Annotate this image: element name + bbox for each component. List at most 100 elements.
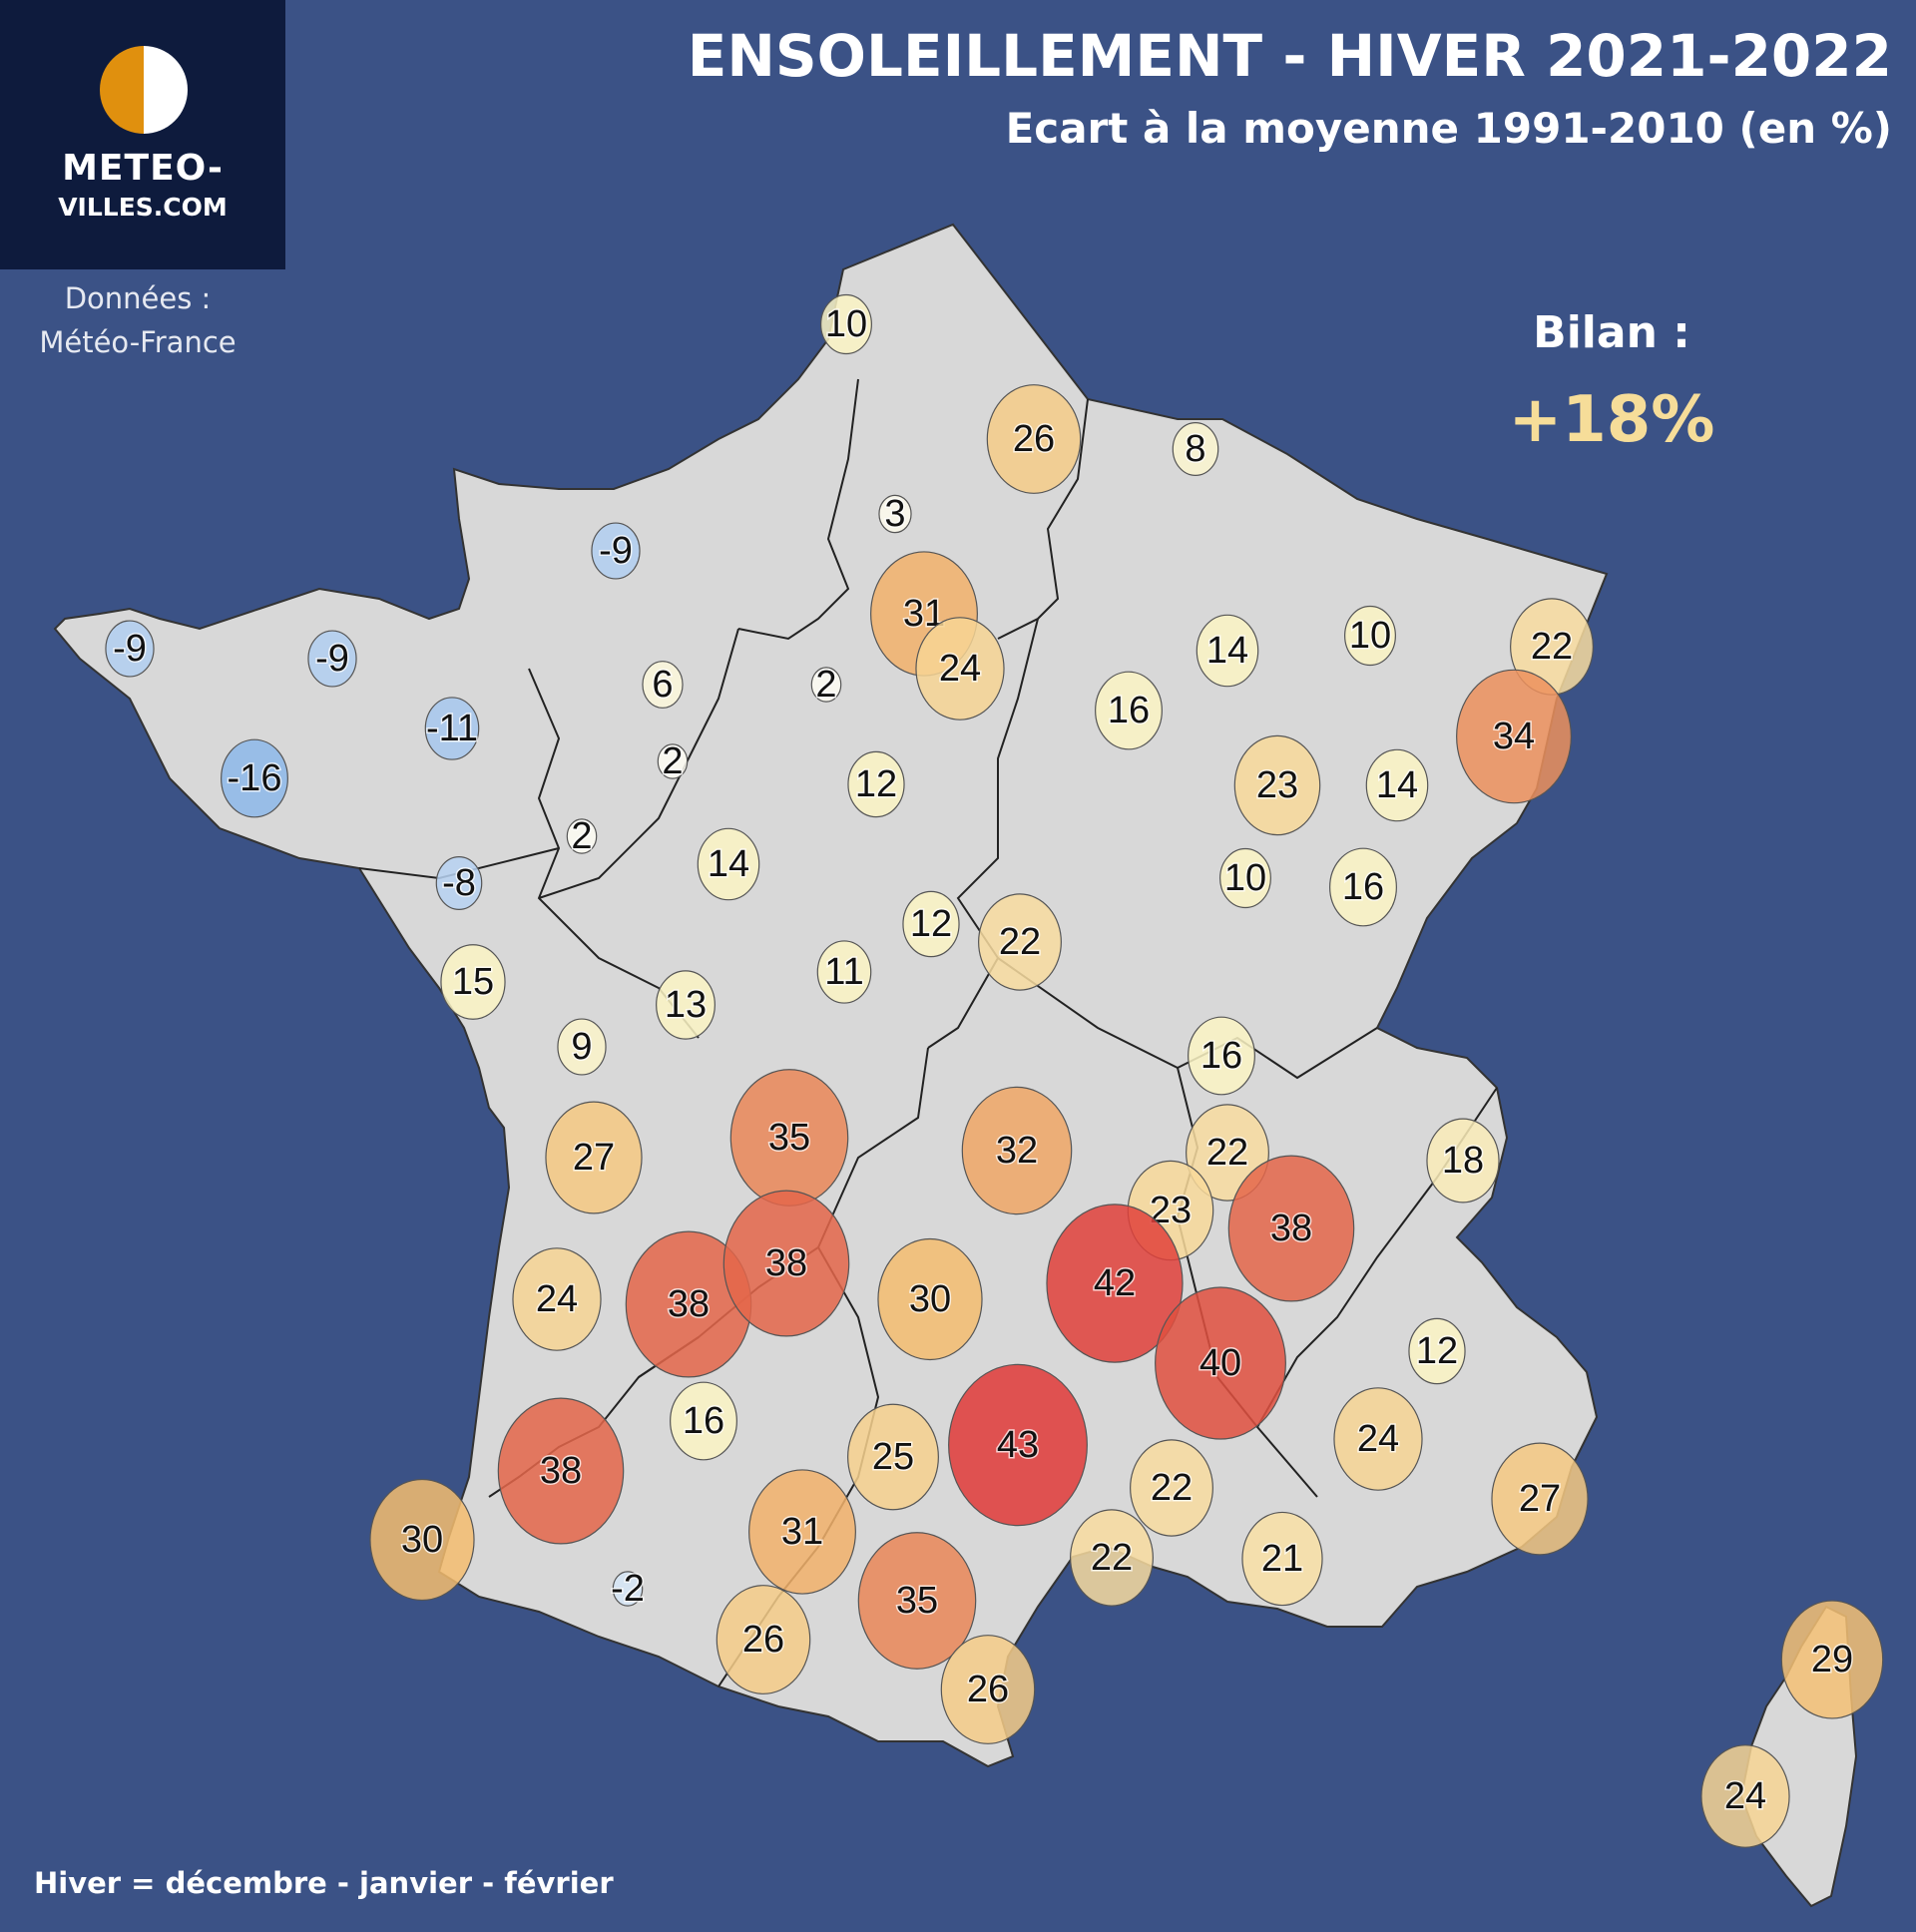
station-marker: -9 bbox=[591, 522, 641, 580]
station-bubble bbox=[940, 1635, 1036, 1744]
station-value: 22 bbox=[999, 921, 1041, 963]
station-value: -9 bbox=[315, 638, 349, 680]
station-value: 43 bbox=[997, 1424, 1039, 1466]
station-marker: 38 bbox=[722, 1190, 850, 1337]
station-value: 24 bbox=[536, 1278, 578, 1320]
station-value: 8 bbox=[1185, 428, 1205, 470]
station-marker: 10 bbox=[1344, 605, 1396, 667]
page-title: ENSOLEILLEMENT - HIVER 2021-2022 bbox=[687, 22, 1892, 90]
logo-line-1: METEO- bbox=[62, 148, 224, 189]
station-value: 11 bbox=[824, 951, 863, 993]
station-bubble bbox=[948, 1363, 1088, 1527]
station-bubble bbox=[656, 970, 716, 1040]
station-marker: 6 bbox=[642, 661, 684, 709]
footer-note: Hiver = décembre - janvier - février bbox=[34, 1866, 614, 1900]
station-marker: 3 bbox=[878, 492, 912, 537]
station-marker: 10 bbox=[820, 293, 872, 355]
station-bubble bbox=[440, 944, 506, 1020]
station-value: 30 bbox=[909, 1278, 951, 1320]
station-bubble bbox=[986, 384, 1082, 494]
station-value: 35 bbox=[896, 1580, 938, 1622]
station-bubble bbox=[1155, 1286, 1286, 1440]
station-value: 3 bbox=[884, 493, 905, 535]
station-bubble bbox=[1188, 1016, 1255, 1096]
station-bubble bbox=[1456, 669, 1572, 804]
station-marker: 15 bbox=[440, 944, 506, 1020]
station-bubble bbox=[820, 293, 872, 355]
station-bubble bbox=[1070, 1509, 1154, 1607]
station-marker: 23 bbox=[1127, 1160, 1214, 1261]
station-bubble bbox=[816, 940, 872, 1004]
station-value: 16 bbox=[1342, 866, 1384, 908]
station-marker: 10 bbox=[1219, 847, 1271, 909]
station-value: -11 bbox=[426, 708, 478, 749]
station-marker: -2 bbox=[610, 1567, 647, 1612]
station-value: 10 bbox=[1349, 615, 1391, 657]
station-value: 26 bbox=[1013, 418, 1055, 460]
station-value: 38 bbox=[1270, 1208, 1312, 1249]
station-bubble bbox=[961, 1086, 1073, 1215]
station-bubble bbox=[1227, 1155, 1355, 1302]
station-bubble bbox=[105, 620, 155, 678]
station-marker: 38 bbox=[1227, 1155, 1355, 1302]
station-marker: 16 bbox=[1095, 671, 1163, 750]
station-value: 15 bbox=[452, 961, 494, 1003]
station-bubble bbox=[642, 661, 684, 709]
station-marker: 2 bbox=[657, 739, 689, 784]
station-value: 25 bbox=[872, 1436, 914, 1478]
station-bubble bbox=[716, 1585, 811, 1694]
station-value: 14 bbox=[708, 843, 749, 885]
station-bubble bbox=[1365, 748, 1429, 822]
station-bubble bbox=[1130, 1439, 1213, 1537]
station-value: 16 bbox=[1108, 690, 1150, 731]
station-marker: 35 bbox=[857, 1532, 977, 1670]
station-bubble bbox=[1780, 1600, 1884, 1719]
station-marker: 24 bbox=[915, 617, 1005, 721]
station-marker: -11 bbox=[424, 697, 480, 760]
station-marker: 16 bbox=[1329, 847, 1397, 927]
station-value: 14 bbox=[1206, 630, 1248, 672]
station-marker: 34 bbox=[1456, 669, 1572, 804]
station-marker: 14 bbox=[697, 827, 760, 901]
summary-value: +18% bbox=[1508, 383, 1715, 457]
station-value: 10 bbox=[1224, 857, 1266, 899]
station-value: 16 bbox=[1200, 1035, 1242, 1077]
station-bubble bbox=[1333, 1387, 1423, 1491]
station-bubble bbox=[1426, 1118, 1500, 1204]
station-value: 2 bbox=[662, 740, 683, 782]
station-marker: 26 bbox=[986, 384, 1082, 494]
station-value: 22 bbox=[1206, 1132, 1248, 1174]
station-value: 14 bbox=[1376, 764, 1418, 806]
station-marker: 22 bbox=[978, 893, 1062, 991]
station-bubble bbox=[1491, 1442, 1589, 1556]
station-value: 12 bbox=[1416, 1330, 1458, 1372]
station-bubble bbox=[670, 1381, 737, 1461]
station-marker: 12 bbox=[902, 890, 960, 958]
station-value: 26 bbox=[742, 1619, 784, 1661]
station-marker: 18 bbox=[1426, 1118, 1500, 1204]
station-marker: 32 bbox=[961, 1086, 1073, 1215]
station-value: 22 bbox=[1151, 1467, 1193, 1509]
station-marker: 35 bbox=[729, 1069, 849, 1207]
station-marker: 26 bbox=[940, 1635, 1036, 1744]
summary-label: Bilan : bbox=[1533, 307, 1690, 358]
station-bubble bbox=[612, 1571, 644, 1607]
station-bubble bbox=[657, 743, 689, 779]
station-marker: -9 bbox=[307, 630, 357, 688]
source-value: Météo-France bbox=[39, 325, 237, 359]
station-bubble bbox=[1046, 1204, 1184, 1363]
station-marker: 22 bbox=[1130, 1439, 1213, 1537]
station-value: 13 bbox=[665, 984, 707, 1026]
station-value: 27 bbox=[573, 1137, 615, 1179]
station-value: 26 bbox=[967, 1669, 1009, 1710]
station-value: 38 bbox=[765, 1242, 807, 1284]
station-marker: 23 bbox=[1233, 734, 1321, 836]
station-value: -9 bbox=[113, 628, 147, 670]
station-value: 2 bbox=[815, 664, 836, 706]
source-label: Données : bbox=[64, 281, 212, 315]
station-value: 30 bbox=[401, 1519, 443, 1561]
station-marker: 12 bbox=[1408, 1317, 1466, 1385]
station-value: 24 bbox=[1724, 1775, 1766, 1817]
station-value: 40 bbox=[1199, 1342, 1241, 1384]
station-marker: 8 bbox=[1172, 422, 1219, 477]
